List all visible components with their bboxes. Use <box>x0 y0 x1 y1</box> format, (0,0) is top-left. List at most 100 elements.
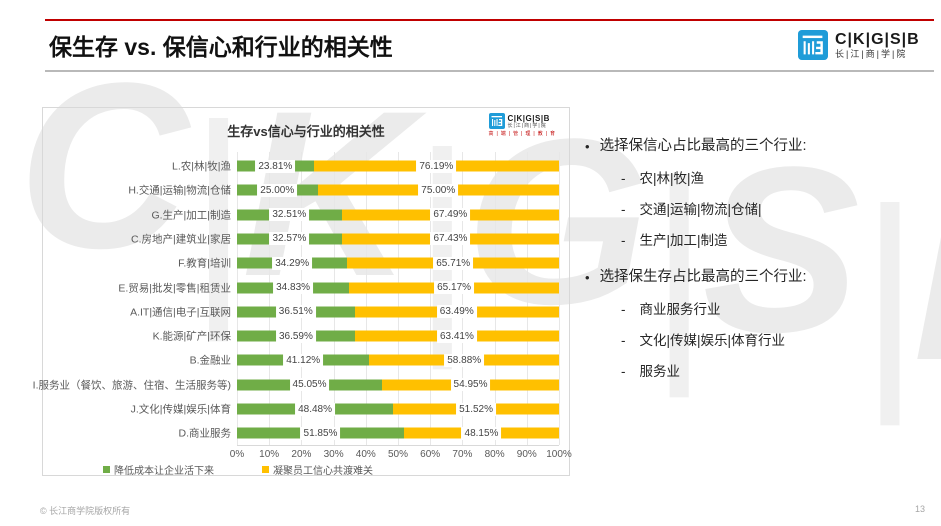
bullet-heading: • 选择保生存占比最高的三个行业: <box>585 268 925 287</box>
gridlines <box>237 152 560 445</box>
bar-track: 23.81% 76.19% <box>237 159 559 173</box>
chart-row: C.房地产|建筑业|家居 32.57% 67.43% <box>43 227 569 251</box>
bullet-subitem: - 农|林|牧|渔 <box>621 170 925 188</box>
bullet-group-survival: • 选择保生存占比最高的三个行业: - 商业服务行业 - 文化|传媒|娱乐|体育… <box>585 268 925 381</box>
x-tick-label: 90% <box>516 449 537 460</box>
bar-value-confidence: 63.49% <box>436 305 477 319</box>
bullet-subitem-text: 生产|加工|制造 <box>639 233 728 248</box>
copyright-text: © 长江商学院版权所有 <box>40 506 131 516</box>
legend-label: 降低成本让企业活下来 <box>114 466 214 477</box>
bar-value-survival: 41.12% <box>283 353 324 367</box>
chart-row: D.商业服务 51.85% 48.15% <box>43 421 569 445</box>
page-title: 保生存 vs. 保信心和行业的相关性 <box>49 34 393 60</box>
category-label: G.生产|加工|制造 <box>151 209 231 222</box>
category-label: I.服务业（餐饮、旅游、住宿、生活服务等) <box>32 379 231 392</box>
insights-panel: • 选择保信心占比最高的三个行业: - 农|林|牧|渔 - 交通|运输|物流|仓… <box>585 137 925 394</box>
bar-value-confidence: 75.00% <box>418 183 459 197</box>
bar-value-confidence: 65.17% <box>434 281 475 294</box>
category-label: D.商业服务 <box>178 427 232 440</box>
bullet-heading: • 选择保信心占比最高的三个行业: <box>585 137 925 156</box>
dash-marker: - <box>621 302 626 317</box>
category-label: H.交通|运输|物流|仓储 <box>128 184 231 197</box>
chart-row: I.服务业（餐饮、旅游、住宿、生活服务等) 45.05% 54.95% <box>33 373 569 397</box>
gridline <box>301 152 303 445</box>
bullet-subitem: - 生产|加工|制造 <box>621 232 925 250</box>
bullet-heading-text: 选择保信心占比最高的三个行业: <box>599 138 807 154</box>
bar-track: 34.29% 65.71% <box>237 256 559 270</box>
bar-value-survival: 45.05% <box>289 378 330 392</box>
bullet-subitem: - 商业服务行业 <box>621 301 925 319</box>
gridline <box>333 152 335 445</box>
chart-logo-text-en: C|K|G|S|B <box>507 113 550 123</box>
bar-value-survival: 51.85% <box>300 426 341 440</box>
bullet-marker: • <box>585 270 590 285</box>
bullet-subitem-text: 商业服务行业 <box>639 302 721 317</box>
bar-value-confidence: 67.43% <box>430 232 471 246</box>
bar-value-confidence: 54.95% <box>450 378 491 392</box>
bar-track: 36.51% 63.49% <box>237 305 559 319</box>
bullet-heading-text: 选择保生存占比最高的三个行业: <box>599 269 807 285</box>
bar-track: 48.48% 51.52% <box>237 402 559 416</box>
x-tick-label: 0% <box>229 449 245 460</box>
bar-value-confidence: 65.71% <box>433 256 474 270</box>
bar-track: 32.57% 67.43% <box>237 232 559 246</box>
bar-value-survival: 32.51% <box>269 208 310 222</box>
dash-marker: - <box>621 333 626 348</box>
bar-value-confidence: 58.88% <box>444 353 485 367</box>
bar-value-survival: 32.57% <box>269 232 310 246</box>
chart-row: B.金融业 41.12% 58.88% <box>43 348 569 372</box>
category-label: J.文化|传媒|娱乐|体育 <box>130 403 231 416</box>
logo-text-cn: 长|江|商|学|院 <box>835 48 908 59</box>
bar-track: 32.51% 67.49% <box>237 208 559 222</box>
bar-value-confidence: 51.52% <box>456 402 497 416</box>
bar-track: 45.05% 54.95% <box>237 378 559 392</box>
header-divider <box>45 70 934 72</box>
bullet-subitem: - 服务业 <box>621 363 925 381</box>
bar-value-confidence: 48.15% <box>461 426 502 440</box>
category-label: F.教育|培训 <box>178 257 231 270</box>
chart-row: G.生产|加工|制造 32.51% 67.49% <box>43 203 569 227</box>
gridline <box>269 152 271 445</box>
ckgsb-logo-icon <box>798 30 828 60</box>
x-tick-label: 10% <box>259 449 280 460</box>
x-tick-label: 40% <box>355 449 376 460</box>
gridline <box>237 152 238 445</box>
chart-row: E.贸易|批发|零售|租赁业 34.83% 65.17% <box>43 276 569 300</box>
chart-logo: C|K|G|S|B 长|江|商|学|院 高|端|管|理|教|育 <box>488 113 559 138</box>
x-tick-label: 30% <box>323 449 344 460</box>
legend-item: 降低成本让企业活下来 <box>103 462 214 477</box>
bar-value-confidence: 63.41% <box>436 329 477 343</box>
category-label: K.能源|矿产|环保 <box>152 330 231 343</box>
x-axis-ticks: 0% 10% 20% 30% 40% 50% 60% 70% 80% 90% 100% <box>230 449 572 461</box>
x-tick-label: 100% <box>546 449 572 460</box>
bar-value-survival: 48.48% <box>295 402 336 416</box>
bullet-marker: • <box>585 139 590 154</box>
chart-legend: 降低成本让企业活下来 凝聚员工信心共渡难关 <box>0 462 501 477</box>
chart-panel: 生存vs信心与行业的相关性 C|K|G|S|B 长|江|商|学|院 高|端|管|… <box>33 107 572 477</box>
ckgsb-logo: C|K|G|S|B 长|江|商|学|院 <box>798 30 920 60</box>
chart-row: J.文化|传媒|娱乐|体育 48.48% 51.52% <box>43 397 569 421</box>
legend-swatch <box>262 466 269 473</box>
bar-value-survival: 36.51% <box>275 305 316 319</box>
legend-swatch <box>103 466 110 473</box>
ckgsb-logo-text: C|K|G|S|B 长|江|商|学|院 <box>835 31 920 60</box>
chart-row: F.教育|培训 34.29% 65.71% <box>43 251 569 275</box>
bar-track: 36.59% 63.41% <box>237 329 559 343</box>
bar-value-confidence: 67.49% <box>430 208 471 222</box>
dash-marker: - <box>621 202 626 217</box>
bullet-subitem: - 文化|传媒|娱乐|体育行业 <box>621 332 925 350</box>
x-axis-line <box>237 445 559 446</box>
gridline <box>559 152 560 445</box>
dash-marker: - <box>621 171 626 186</box>
x-tick-label: 80% <box>484 449 505 460</box>
bar-value-survival: 23.81% <box>255 159 296 173</box>
x-tick-label: 20% <box>291 449 312 460</box>
bullet-subitem-text: 交通|运输|物流|仓储| <box>639 202 762 217</box>
chart-row: L.农|林|牧|渔 23.81% 76.19% <box>43 154 569 178</box>
gridline <box>462 152 464 445</box>
top-accent-line <box>45 19 934 21</box>
category-label: A.IT|通信|电子|互联网 <box>130 306 231 319</box>
bar-track: 34.83% 65.17% <box>237 281 559 294</box>
bar-track: 41.12% 58.88% <box>237 353 559 367</box>
category-label: E.贸易|批发|零售|租赁业 <box>118 282 231 294</box>
